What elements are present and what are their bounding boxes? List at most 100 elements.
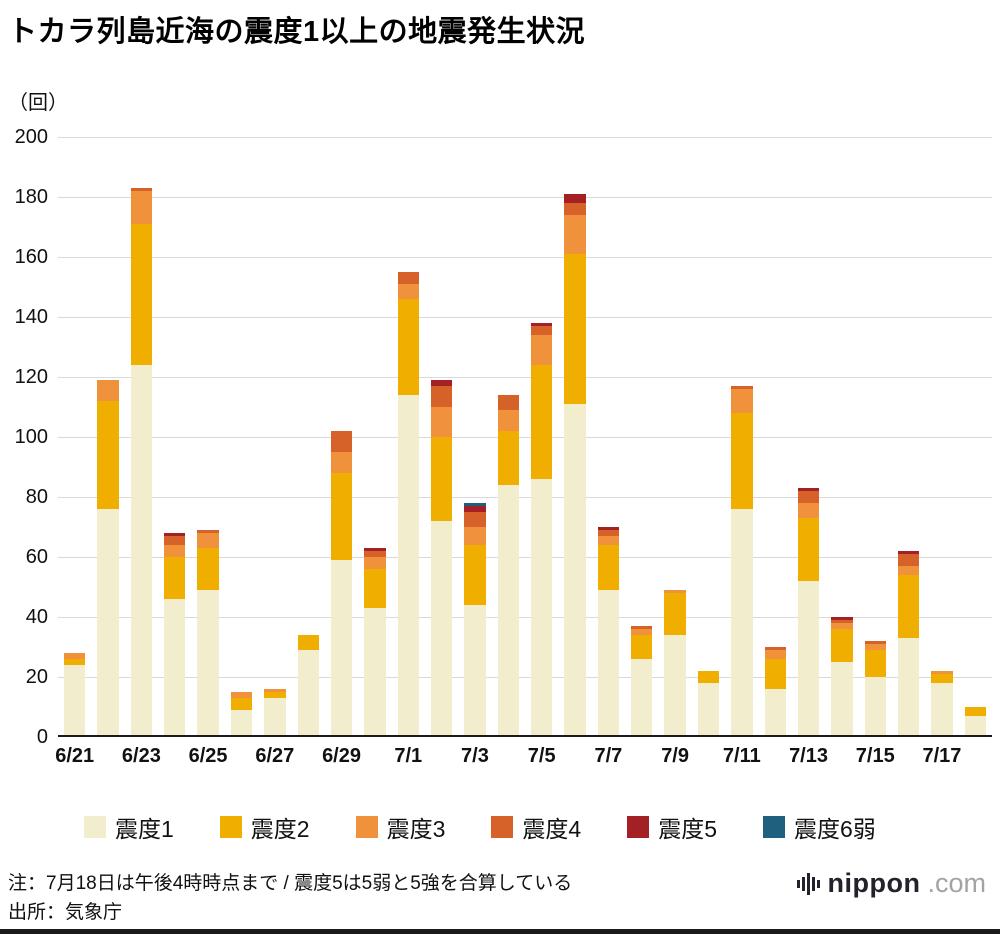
bar-slot <box>325 137 358 737</box>
bar-slot <box>358 137 391 737</box>
bar-segment-shindo-1 <box>731 509 753 737</box>
bar-segment-shindo-1 <box>464 605 486 737</box>
bar-segment-shindo-2 <box>564 254 586 404</box>
bar-segment-shindo-5 <box>597 527 620 530</box>
source-credit: 出所：気象庁 <box>8 902 123 923</box>
legend-swatch <box>627 816 650 838</box>
bar-segment-shindo-4 <box>864 641 886 644</box>
bar-segment-shindo-3 <box>264 689 286 692</box>
stacked-bar <box>531 323 553 737</box>
stacked-bar <box>464 503 486 737</box>
y-tick-label: 100 <box>14 426 48 448</box>
bar-segment-shindo-1 <box>130 365 153 737</box>
legend-swatch <box>219 816 242 838</box>
legend-swatch <box>491 816 514 838</box>
stacked-bar <box>597 527 620 737</box>
bar-segment-shindo-3 <box>531 335 553 365</box>
legend-swatch <box>762 816 785 838</box>
bar-segment-shindo-3 <box>364 557 386 569</box>
legend-label: 震度4 <box>522 816 582 842</box>
brand-suffix: .com <box>927 868 986 898</box>
bar-segment-shindo-1 <box>97 509 119 737</box>
x-tick-label: 6/29 <box>322 745 361 767</box>
legend-label: 震度6弱 <box>793 816 876 842</box>
bar-segment-shindo-4 <box>197 530 219 533</box>
bar-segment-shindo-1 <box>797 581 820 737</box>
stacked-bar <box>64 653 86 737</box>
legend-item: 震度3 <box>355 810 445 844</box>
gridline <box>58 257 992 258</box>
plot-area <box>58 137 992 737</box>
gridline <box>58 437 992 438</box>
bar-segment-shindo-5 <box>897 551 920 554</box>
gridline <box>58 317 992 318</box>
stacked-bar <box>864 641 886 737</box>
bar-segment-shindo-1 <box>564 404 586 737</box>
bar-segment-shindo-2 <box>130 224 153 365</box>
bar-segment-shindo-4 <box>631 626 653 629</box>
bar-slot <box>292 137 325 737</box>
bar-segment-shindo-2 <box>831 629 853 662</box>
y-tick-label: 80 <box>25 486 48 508</box>
bar-segment-shindo-2 <box>230 698 253 710</box>
legend-item: 震度6弱 <box>762 810 876 844</box>
gridline <box>58 137 992 138</box>
bar-segment-shindo-3 <box>97 380 119 401</box>
bar-segment-shindo-3 <box>664 590 686 593</box>
bar-segment-shindo-5 <box>364 548 386 551</box>
gridline <box>58 557 992 558</box>
bar-slot <box>225 137 258 737</box>
bar-slot <box>892 137 925 737</box>
bar-slot <box>91 137 124 737</box>
bar-segment-shindo-3 <box>597 536 620 545</box>
bar-segment-shindo-2 <box>264 692 286 698</box>
bar-segment-shindo-2 <box>697 671 720 683</box>
bar-slot <box>692 137 725 737</box>
bars-container <box>58 137 992 737</box>
x-axis-line <box>58 735 992 737</box>
stacked-bar <box>430 380 453 737</box>
stacked-bar <box>397 272 419 737</box>
bar-segment-shindo-2 <box>597 545 620 590</box>
x-tick-label: 7/5 <box>527 745 556 767</box>
gridline <box>58 377 992 378</box>
bar-slot <box>959 137 992 737</box>
bar-segment-shindo-3 <box>764 650 786 659</box>
bar-segment-shindo-4 <box>597 530 620 536</box>
bar-segment-shindo-2 <box>797 518 820 581</box>
x-tick-label: 7/3 <box>461 745 489 767</box>
y-tick-label: 140 <box>14 306 48 328</box>
stacked-bar <box>97 380 119 737</box>
bar-segment-shindo-1 <box>64 665 86 737</box>
x-tick-label: 7/9 <box>661 745 689 767</box>
bar-slot <box>825 137 858 737</box>
bar-segment-shindo-4 <box>164 536 186 545</box>
brand-wordmark: nippon <box>827 868 921 898</box>
bar-segment-shindo-1 <box>931 683 953 737</box>
x-tick-label: 7/17 <box>922 745 962 767</box>
legend-label: 震度1 <box>115 816 174 842</box>
stacked-bar <box>130 188 153 737</box>
x-tick-label: 7/13 <box>789 745 828 767</box>
stacked-bar <box>197 530 219 737</box>
bar-segment-shindo-3 <box>430 407 453 437</box>
y-axis-tick-labels: 0 20 40 60 80 100 120 140 160 180 200 <box>0 126 48 748</box>
bar-slot <box>58 137 91 737</box>
stacked-bar <box>664 590 686 737</box>
bar-segment-shindo-2 <box>864 650 886 677</box>
bar-segment-shindo-1 <box>531 479 553 737</box>
bar-segment-shindo-2 <box>397 299 419 395</box>
bar-segment-shindo-1 <box>197 590 219 737</box>
bar-slot <box>859 137 892 737</box>
legend-item: 震度1 <box>84 810 174 844</box>
bar-segment-shindo-1 <box>230 710 253 737</box>
bar-segment-shindo-1 <box>964 716 987 737</box>
bar-segment-shindo-3 <box>397 284 419 299</box>
stacked-bar <box>497 395 520 737</box>
gridline <box>58 677 992 678</box>
bar-segment-shindo-2 <box>297 635 319 650</box>
bar-segment-shindo-5 <box>164 533 186 536</box>
bar-segment-shindo-4 <box>464 512 486 527</box>
bar-slot <box>558 137 591 737</box>
bar-segment-shindo-4 <box>130 188 153 191</box>
